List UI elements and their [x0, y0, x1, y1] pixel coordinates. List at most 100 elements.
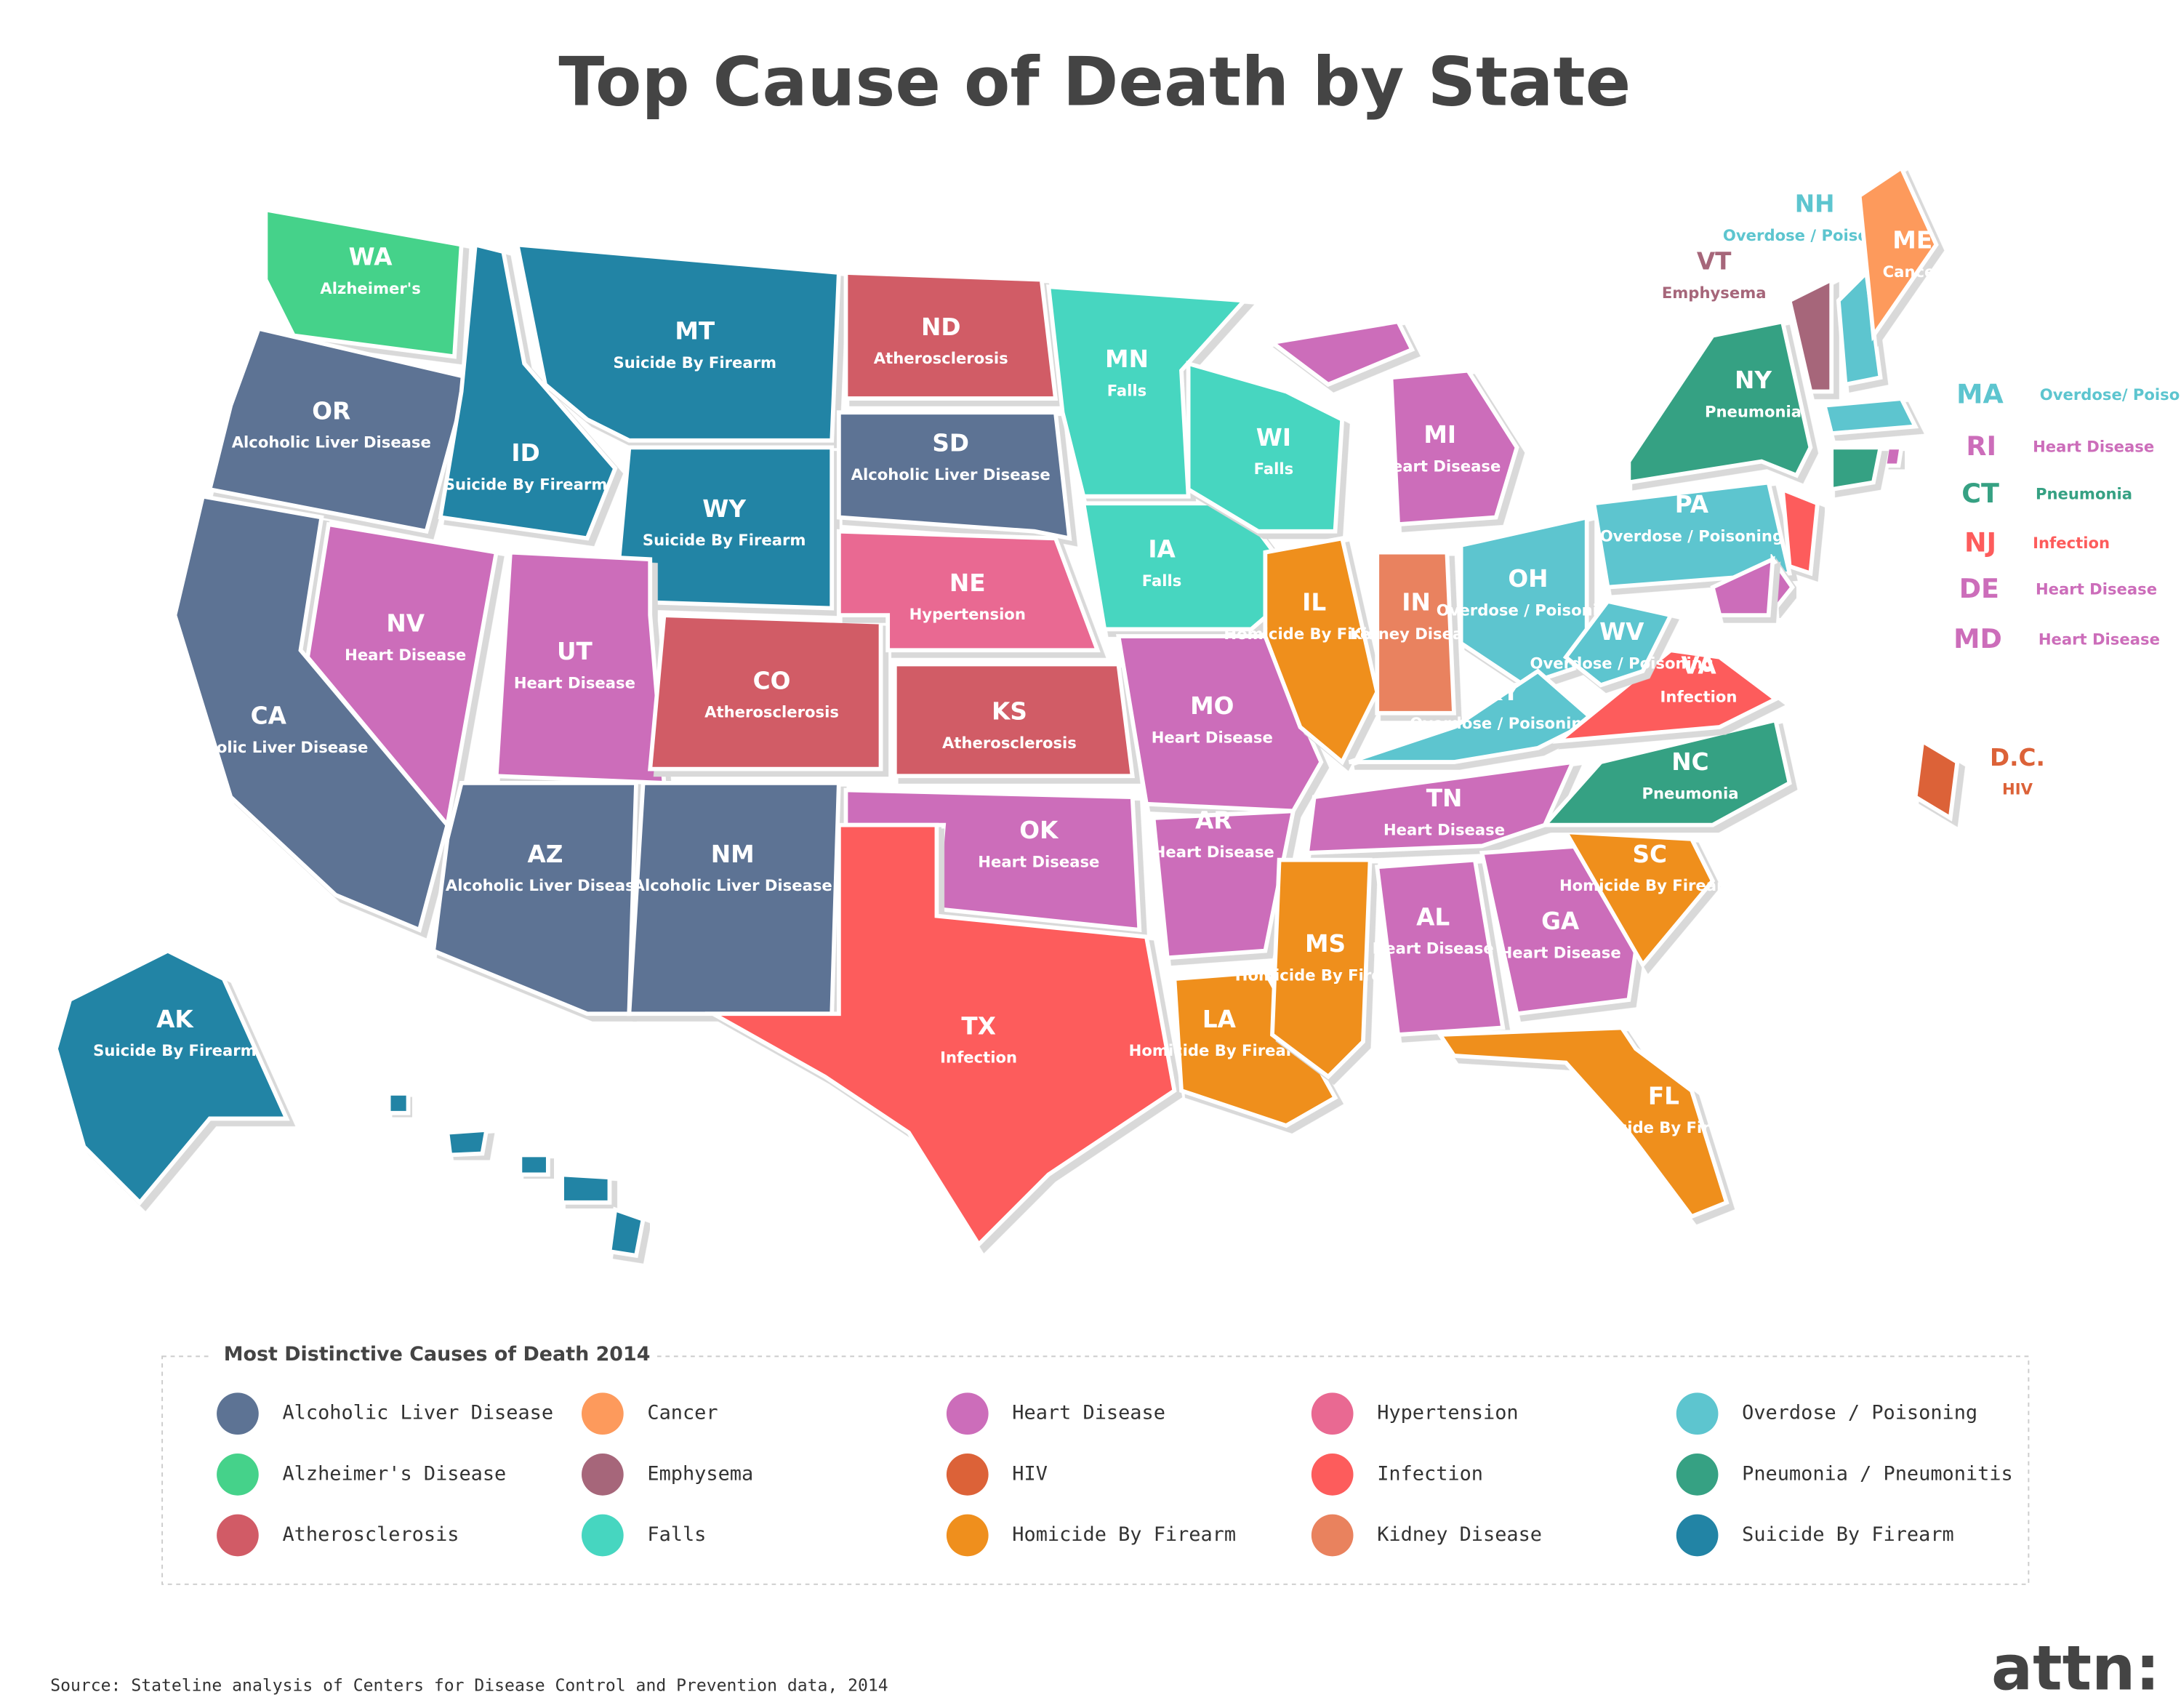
state-shape	[518, 1152, 550, 1177]
state-shape	[172, 494, 450, 933]
state-abbr: NJ	[1964, 527, 1996, 558]
state-shape	[560, 1172, 612, 1205]
state-abbr: WA	[349, 244, 393, 271]
state-shape	[1857, 164, 1939, 342]
source: Source: Stateline analysis of Centers fo…	[50, 1677, 888, 1696]
state-cause: Overdose / Poisoning	[1437, 601, 1620, 619]
state-abbr: PA	[1675, 491, 1709, 518]
state-shape	[445, 1127, 489, 1158]
state-abbr: RI	[1966, 430, 1996, 462]
state-shape	[386, 1091, 411, 1115]
state-cause: Pneumonia	[2036, 485, 2132, 503]
state-shape	[648, 613, 883, 771]
state-cause: Heart Disease	[1500, 944, 1621, 962]
legend-title: Most Distinctive Causes of Death 2014	[224, 1343, 651, 1366]
state-cause: Atherosclerosis	[704, 703, 839, 721]
state-cause: Homicide By Firearm	[1129, 1041, 1310, 1059]
state-abbr: MD	[1953, 623, 2002, 654]
state-cause: Heart Disease	[345, 646, 466, 664]
state-shape	[263, 207, 464, 359]
state-shape	[1881, 445, 1904, 468]
state-shape	[1374, 857, 1506, 1038]
state-cause: Hypertension	[909, 605, 1026, 623]
logo: attn:	[1991, 1632, 2160, 1704]
state-cause: Falls	[1254, 460, 1294, 478]
state-cause: Homicide By Firearm	[1573, 1118, 1754, 1136]
legend-label: Hypertension	[1377, 1402, 1518, 1424]
state-abbr: AZ	[528, 841, 563, 868]
state-abbr: MT	[675, 318, 715, 345]
state-abbr: IL	[1302, 589, 1326, 617]
state-shape	[607, 1206, 646, 1259]
state-shape	[494, 550, 667, 785]
state-abbr: HA	[463, 1183, 502, 1211]
state-cause: Homicide By Firearm	[1235, 966, 1416, 984]
state-abbr: AK	[156, 1006, 194, 1033]
state-cause: Falls	[1107, 381, 1147, 399]
state-cause: Alzheimer's	[320, 279, 420, 297]
state-cause: Atherosclerosis	[874, 349, 1008, 367]
state-abbr: KS	[992, 698, 1027, 726]
legend-label: Infection	[1377, 1462, 1483, 1485]
state-shape	[1270, 857, 1373, 1080]
state-cause: Suicide By Firearm	[444, 475, 608, 493]
state-cause: Heart Disease	[2036, 580, 2157, 598]
state-shape	[1540, 717, 1792, 827]
state-shape	[1458, 514, 1589, 688]
state-abbr: MS	[1305, 930, 1346, 958]
state-abbr: UT	[557, 638, 593, 665]
state-abbr: KY	[1484, 678, 1519, 706]
state-cause: Emphysema	[1662, 284, 1767, 302]
legend-swatch	[217, 1392, 259, 1435]
state-cause: Heart Disease	[514, 673, 635, 691]
state-abbr: D.C.	[1990, 744, 2045, 771]
legend-swatch	[217, 1514, 259, 1557]
state-abbr: ME	[1892, 227, 1932, 254]
legend-label: Atherosclerosis	[282, 1523, 459, 1546]
state-shape	[1304, 759, 1577, 856]
state-cause: Atherosclerosis	[942, 734, 1077, 752]
state-shape	[1787, 276, 1834, 394]
state-abbr: ND	[921, 313, 961, 341]
state-cause: Suicide By Firearm	[401, 1219, 564, 1237]
state-cause: Pneumonia	[1642, 784, 1738, 802]
state-abbr: NC	[1671, 748, 1708, 776]
state-abbr: CT	[1961, 478, 1999, 509]
state-cause: Heart Disease	[1152, 728, 1273, 746]
state-shape	[836, 410, 1072, 541]
state-shape	[1591, 480, 1793, 590]
state-cause: Alcoholic Liver Disease	[169, 738, 368, 756]
state-cause: Cancer	[1883, 262, 1943, 281]
title: Top Cause of Death by State	[558, 43, 1631, 121]
state-shape	[1562, 830, 1716, 969]
legend-swatch	[946, 1514, 989, 1557]
legend-label: Overdose / Poisoning	[1742, 1402, 1977, 1424]
legend-label: Homicide By Firearm	[1012, 1523, 1236, 1546]
state-abbr: DE	[1959, 573, 1999, 604]
state-cause: Infection	[940, 1049, 1017, 1067]
state-abbr: CO	[753, 667, 791, 694]
state-shape	[1266, 319, 1415, 388]
state-cause: Alcoholic Liver Disease	[851, 465, 1051, 484]
state-shape	[613, 445, 835, 611]
legend-label: Pneumonia / Pneumonitis	[1742, 1462, 2013, 1485]
state-cause: Alcoholic Liver Disease	[446, 876, 645, 894]
state-abbr: LA	[1202, 1006, 1237, 1033]
state-shape	[1151, 809, 1296, 961]
state-shape	[843, 270, 1059, 401]
state-abbr: SD	[932, 430, 969, 457]
legend-box	[161, 1355, 2030, 1585]
legend-label: Cancer	[647, 1402, 718, 1424]
state-abbr: FL	[1648, 1083, 1679, 1110]
state-cause: Heart Disease	[2033, 437, 2154, 455]
state-shape	[1375, 550, 1457, 715]
state-abbr: MA	[1956, 379, 2004, 410]
state-shape	[1552, 648, 1780, 744]
state-abbr: MI	[1423, 421, 1456, 449]
state-cause: HIV	[2002, 780, 2033, 798]
legend-swatch	[582, 1514, 624, 1557]
state-cause: Alcoholic Liver Disease	[633, 876, 832, 894]
legend-swatch	[1311, 1514, 1354, 1557]
state-abbr: VT	[1697, 248, 1732, 276]
